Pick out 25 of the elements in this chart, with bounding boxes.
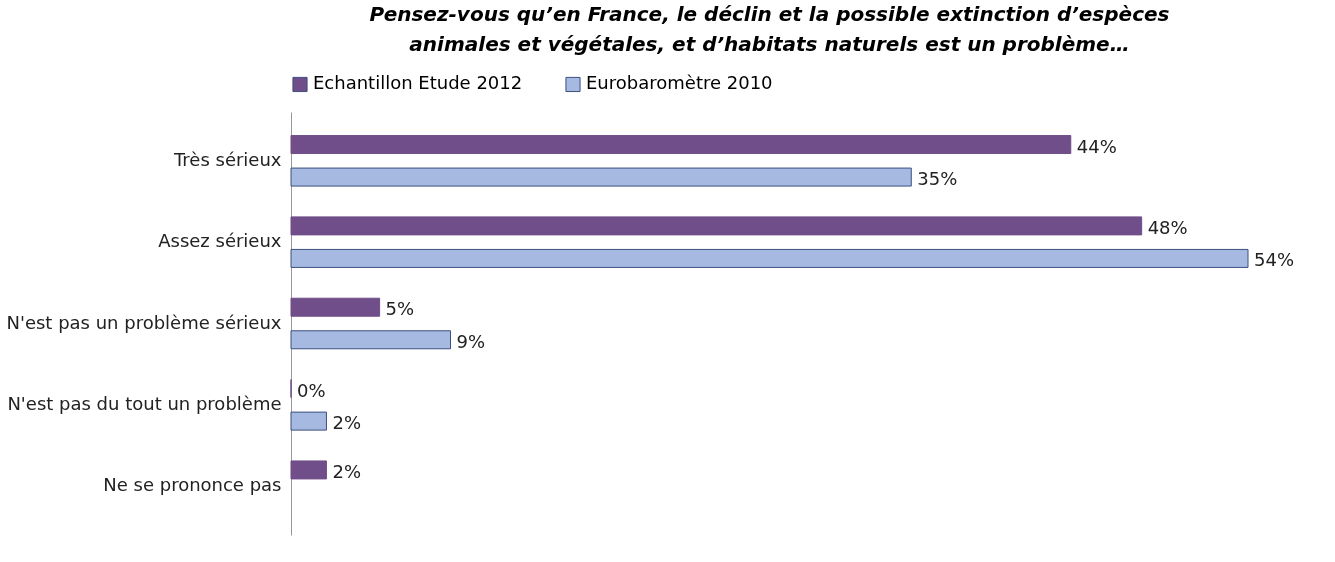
bar bbox=[290, 248, 1249, 268]
data-label: 0% bbox=[297, 379, 326, 401]
bar bbox=[290, 216, 1143, 236]
y-tick-label: Très sérieux bbox=[172, 148, 282, 170]
data-label: 9% bbox=[456, 330, 486, 352]
legend-label: Eurobaromètre 2010 bbox=[586, 72, 773, 94]
bar bbox=[290, 167, 912, 187]
y-tick-label: Assez sérieux bbox=[158, 230, 282, 252]
data-label: 35% bbox=[917, 168, 958, 190]
bar bbox=[290, 135, 1072, 155]
bar bbox=[290, 460, 327, 480]
data-label: 2% bbox=[332, 460, 362, 482]
chart-title: Pensez-vous qu’en France, le déclin et la possible extinction d’espèces animales et végétales, et d’habitats naturels est un problème… bbox=[369, 2, 1170, 56]
y-tick-label: N'est pas du tout un problème bbox=[7, 392, 282, 414]
bar bbox=[290, 330, 451, 350]
data-label: 2% bbox=[332, 412, 362, 434]
y-tick-label: N'est pas un problème sérieux bbox=[6, 311, 282, 333]
bar bbox=[290, 411, 327, 431]
y-tick-label: Ne se prononce pas bbox=[103, 474, 282, 496]
bar bbox=[290, 297, 381, 317]
data-label: 48% bbox=[1147, 216, 1188, 238]
data-label: 54% bbox=[1254, 249, 1295, 271]
data-label: 44% bbox=[1076, 135, 1117, 157]
legend-label: Echantillon Etude 2012 bbox=[313, 72, 523, 94]
data-label: 5% bbox=[385, 298, 415, 320]
